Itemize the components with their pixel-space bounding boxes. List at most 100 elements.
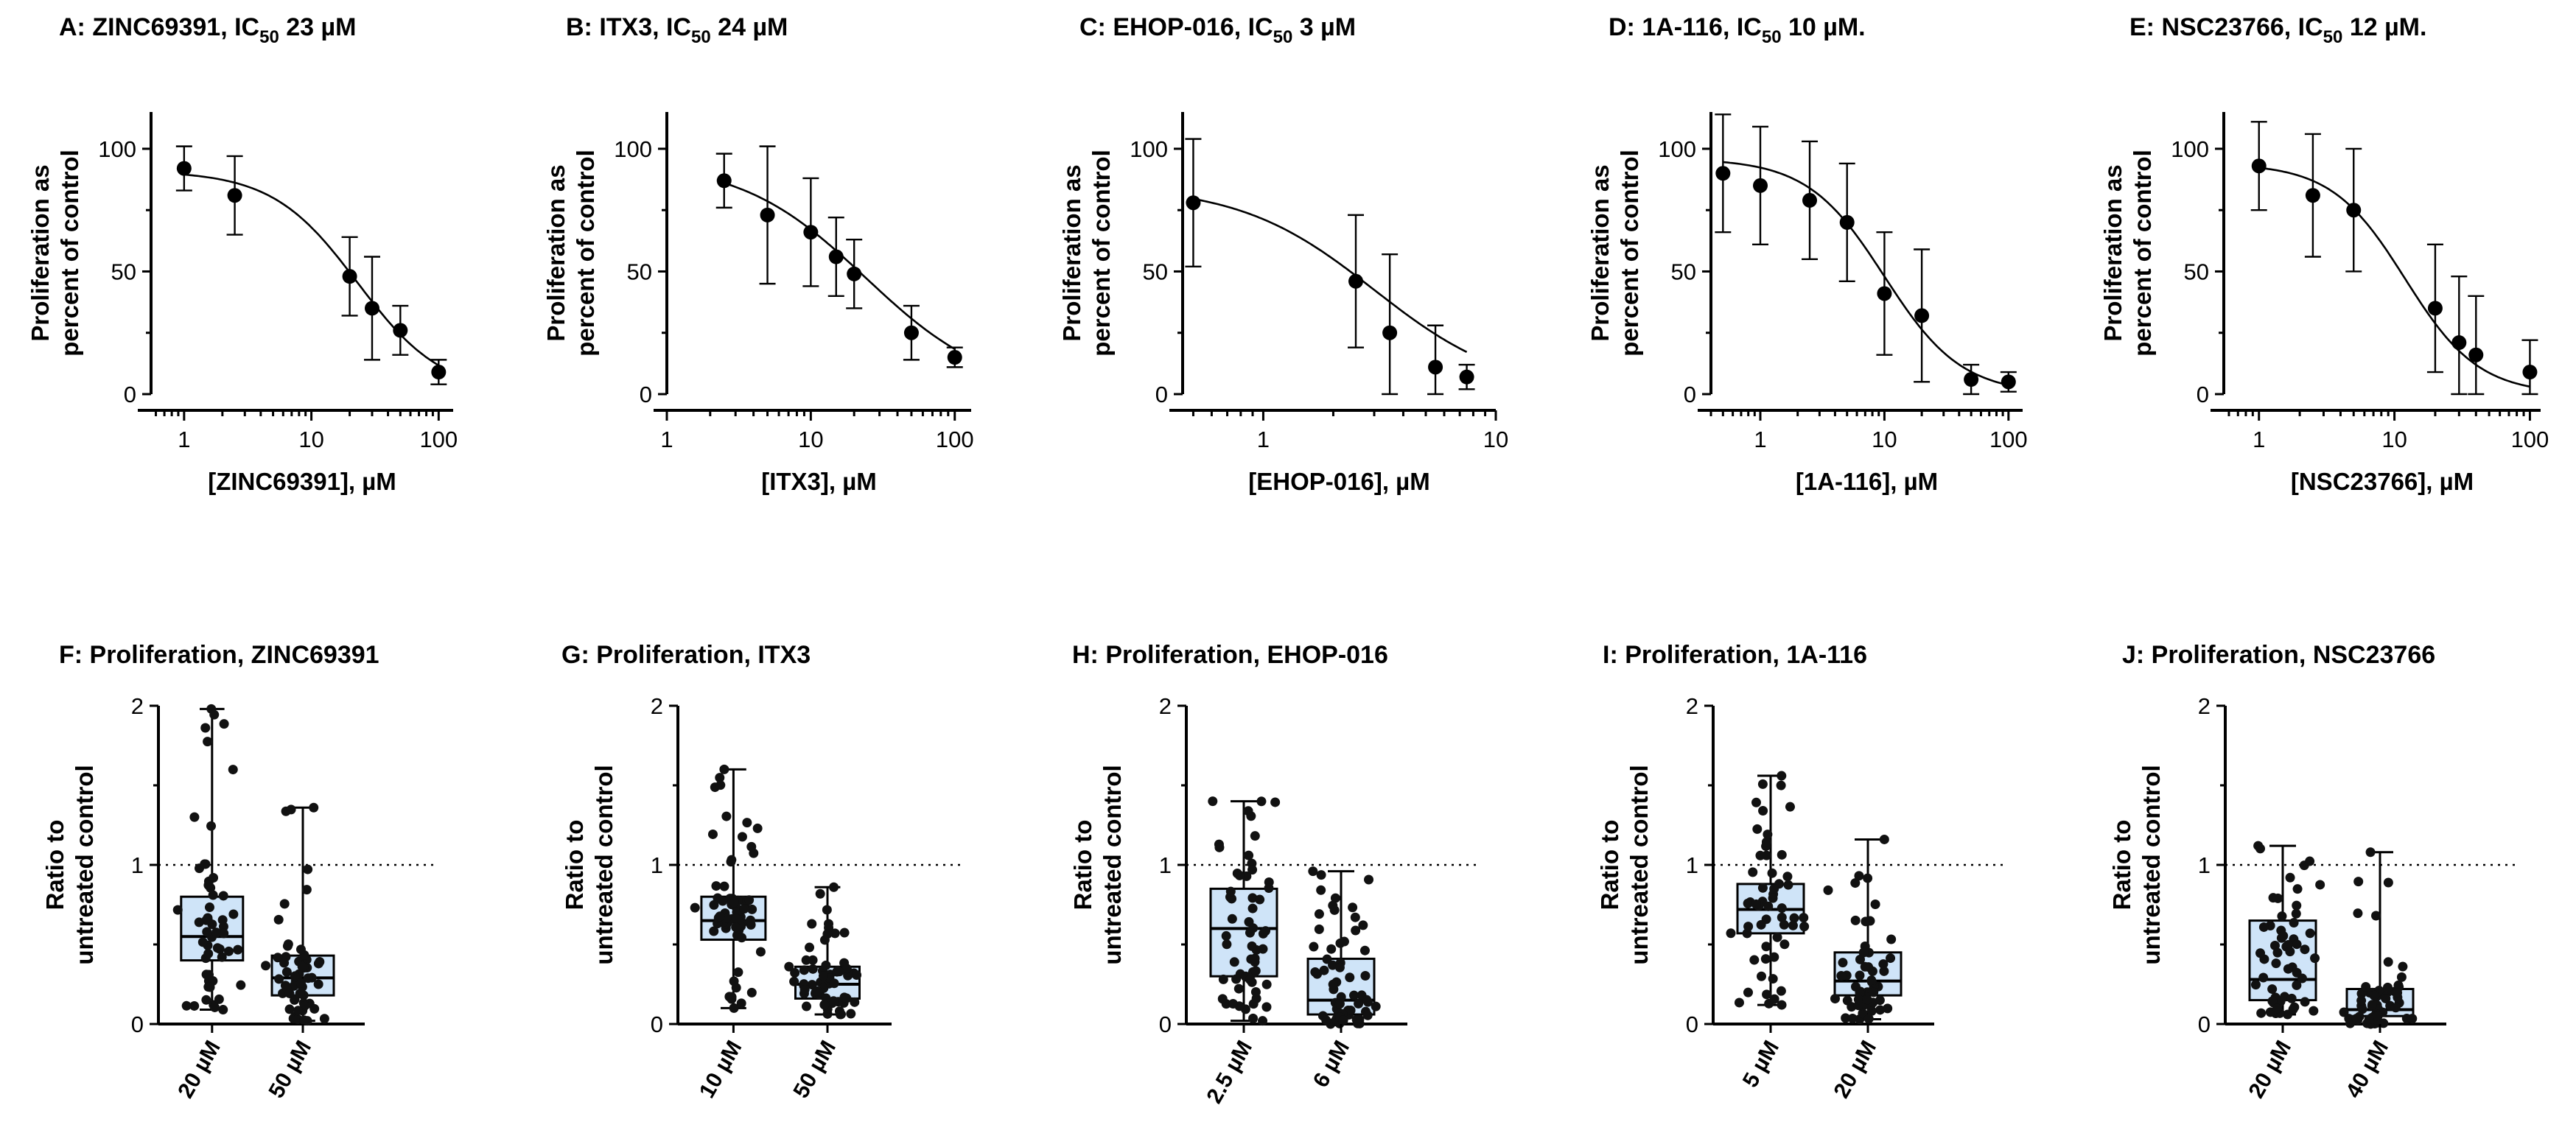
observation-dot [293, 1006, 304, 1016]
y-axis-label-line: Ratio to [561, 820, 588, 911]
observation-dot [1258, 1016, 1268, 1026]
y-tick-label: 100 [1130, 136, 1168, 162]
y-tick-label: 50 [111, 259, 136, 284]
data-point [2427, 301, 2443, 316]
observation-dot [203, 914, 213, 925]
observation-dot [233, 944, 243, 955]
observation-dot [219, 928, 229, 939]
observation-dot [1767, 868, 1777, 878]
data-point [431, 365, 447, 380]
panel-f: F: Proliferation, ZINC69391 0 1 2 Ratio toun… [41, 641, 435, 1102]
data-point [2305, 188, 2320, 203]
observation-dot [1853, 995, 1863, 1005]
observation-dot [2300, 944, 2310, 955]
observation-dot [2292, 900, 2302, 911]
category-label: 20 µM [1829, 1037, 1881, 1102]
x-tick-label: 10 [298, 427, 323, 452]
observation-dot [273, 953, 283, 963]
observation-dot [2373, 1011, 2383, 1021]
observation-dot [261, 961, 271, 971]
observation-dot [1227, 914, 1237, 924]
category-label: 10 µM [695, 1037, 747, 1102]
observation-dot [1247, 893, 1258, 903]
observation-dot [1879, 834, 1889, 844]
observation-dot [1779, 919, 1789, 930]
x-tick-label: 1 [178, 427, 190, 452]
y-axis-label-line: untreated control [1625, 765, 1653, 964]
y-tick-label: 2 [131, 693, 144, 719]
y-tick-label: 2 [2198, 693, 2211, 719]
y-axis-label: Proliferation aspercent of control [1586, 150, 1643, 357]
panel-j: J: Proliferation, NSC23766 0 1 2 Ratio tount… [2108, 641, 2516, 1102]
observation-dot [812, 986, 822, 996]
category-label: 50 µM [264, 1037, 316, 1102]
observation-dot [1360, 970, 1371, 981]
observation-dot [1777, 771, 1787, 781]
data-point [1428, 360, 1443, 375]
panel-title: J: Proliferation, NSC23766 [2122, 641, 2435, 669]
y-tick-label: 0 [651, 1011, 663, 1037]
y-axis-label-line: percent of control [572, 150, 599, 357]
observation-dot [1345, 1005, 1356, 1015]
observation-dot [1751, 797, 1761, 807]
observation-dot [1314, 909, 1324, 919]
observation-dot [2356, 995, 2367, 1006]
y-axis-label: Ratio tountreated control [561, 765, 617, 964]
panel-title: D: 1A-116, IC50 10 µM. [1609, 13, 1866, 47]
observation-dot [2268, 893, 2278, 903]
observation-dot [801, 955, 811, 965]
observation-dot [209, 709, 220, 720]
observation-dot [1769, 994, 1779, 1004]
observation-dot [2407, 1014, 2418, 1024]
observation-dot [2277, 911, 2287, 922]
observation-dot [746, 915, 756, 925]
panel-title: C: EHOP-016, IC50 3 µM [1079, 13, 1356, 47]
x-axis-label: [EHOP-016], µM [1248, 468, 1429, 495]
x-tick-label: 10 [2381, 427, 2407, 452]
observation-dot [1214, 842, 1225, 852]
observation-dot [1362, 997, 1373, 1007]
observation-dot [729, 1003, 739, 1013]
data-point [760, 207, 775, 222]
x-tick-label: 10 [1872, 427, 1897, 452]
observation-dot [807, 980, 817, 990]
observation-dot [736, 998, 746, 1009]
observation-dot [2250, 980, 2261, 990]
y-tick-label: 0 [2198, 1011, 2211, 1037]
x-axis-label: [NSC23766], µM [2291, 468, 2474, 495]
category-label: 2.5 µM [1202, 1037, 1257, 1107]
y-tick-label: 100 [614, 136, 652, 162]
observation-dot [729, 897, 739, 908]
observation-dot [818, 971, 828, 981]
y-tick-label: 50 [2184, 259, 2209, 284]
observation-dot [1314, 924, 1324, 934]
observation-dot [1310, 967, 1320, 977]
observation-dot [1785, 802, 1795, 812]
observation-dot [283, 939, 293, 950]
data-point [342, 269, 357, 284]
y-tick-label: 0 [1684, 382, 1696, 407]
observation-dot [709, 926, 719, 936]
category-label: 20 µM [173, 1037, 225, 1102]
observation-dot [1329, 905, 1340, 915]
observation-dot [742, 818, 752, 828]
observation-dot [2255, 948, 2266, 958]
observation-dot [1883, 1003, 1893, 1014]
observation-dot [1788, 920, 1798, 930]
observation-dot [295, 978, 306, 988]
observation-dot [301, 885, 312, 895]
observation-dot [1777, 849, 1787, 860]
panel-title-main: C: EHOP-016, IC [1079, 13, 1273, 41]
y-axis-label-line: percent of control [1088, 150, 1115, 357]
observation-dot [2315, 880, 2325, 890]
category-label: 6 µM [1309, 1037, 1354, 1092]
observation-dot [707, 829, 718, 839]
observation-dot [2283, 964, 2293, 974]
observation-dot [752, 823, 763, 833]
observation-dot [830, 928, 840, 939]
panel-title-main: A: ZINC69391, IC [59, 13, 259, 41]
observation-dot [2310, 953, 2320, 964]
fit-curve [1193, 197, 1468, 353]
